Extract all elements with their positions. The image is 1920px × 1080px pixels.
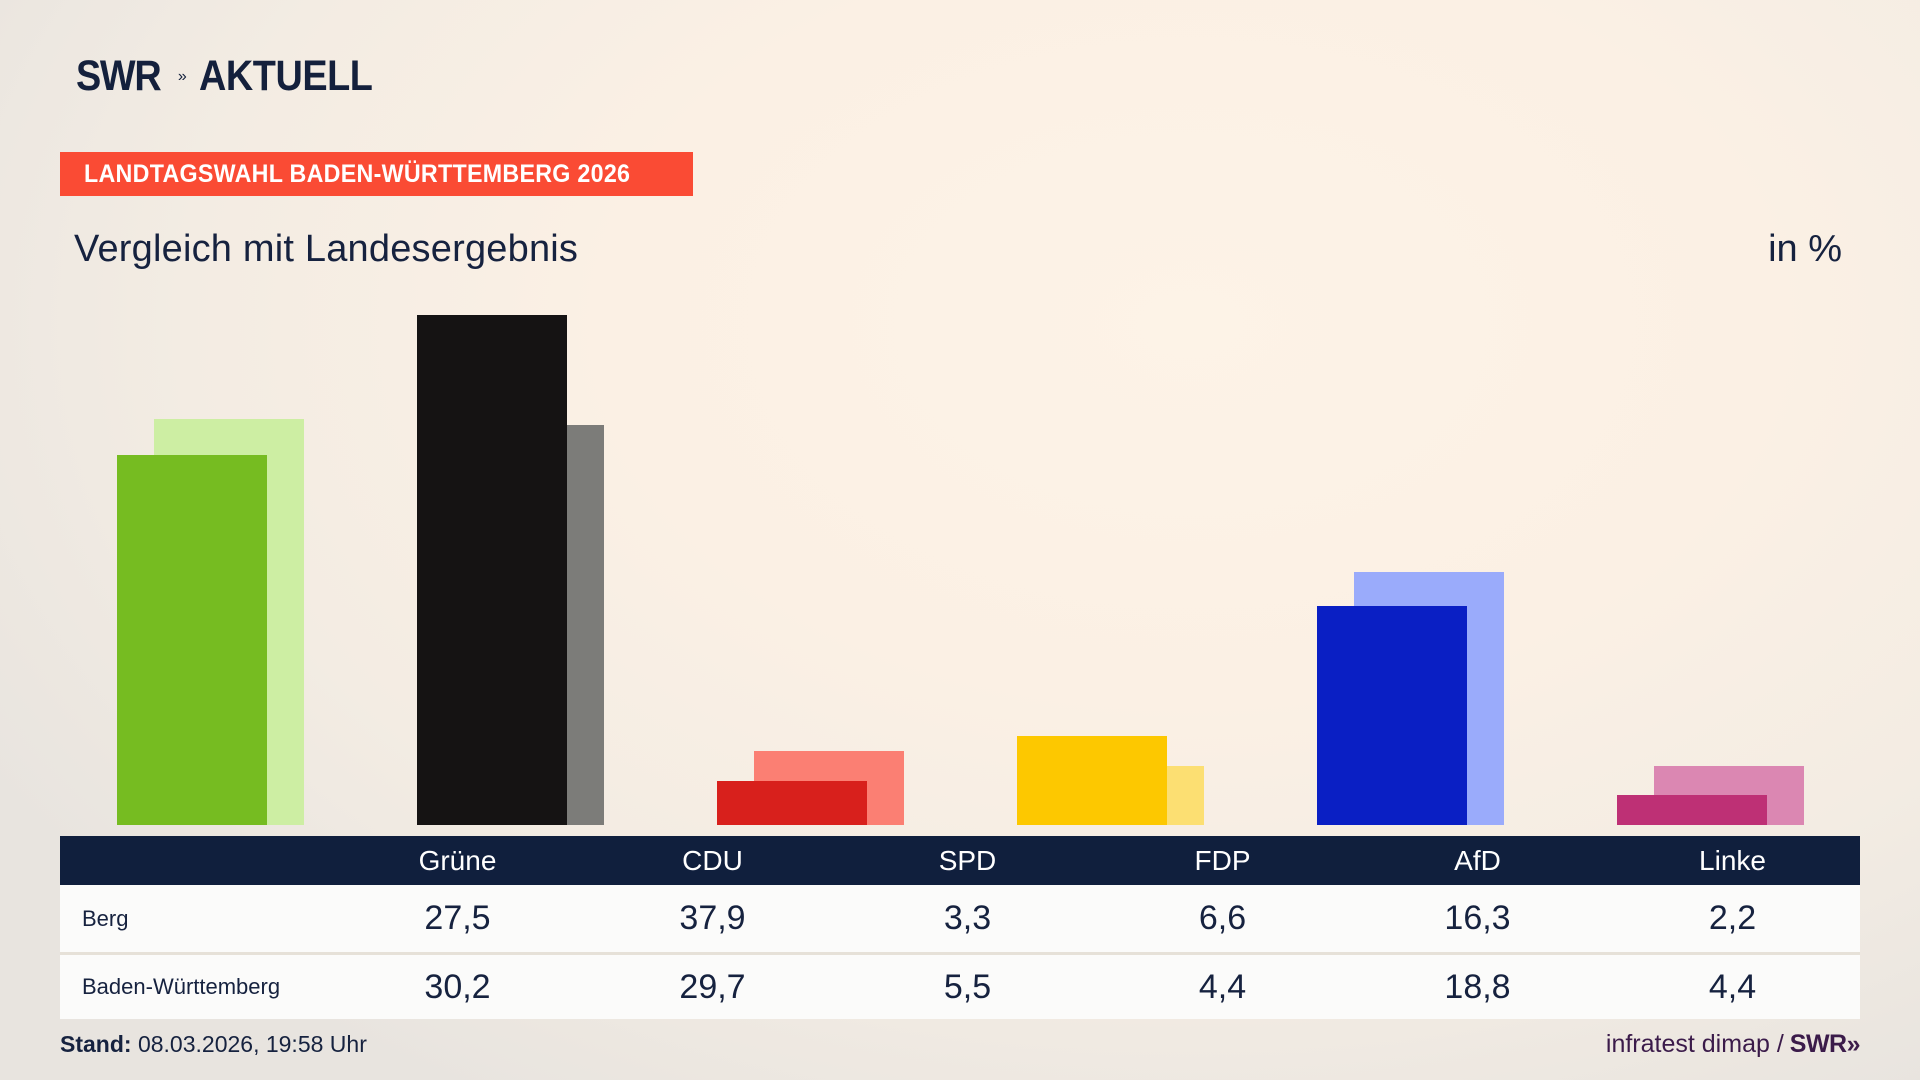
table-cell-value: 37,9 (679, 899, 746, 937)
table-header-cell-cdu: CDU (682, 844, 743, 876)
bar-local-spd (716, 780, 867, 825)
election-banner-label: LANDTAGSWAHL BADEN-WÜRTTEMBERG 2026 (84, 159, 631, 188)
bar-chart (60, 260, 1860, 825)
logo-swr-text: SWR (76, 52, 162, 100)
table-header-cell-afd: AfD (1454, 844, 1501, 876)
table-row: Baden-Württemberg 30,2 29,7 5,5 4,4 18,8 4,4 (60, 952, 1860, 1019)
page-title: Vergleich mit Landesergebnis (74, 228, 579, 270)
bar-group-linke (1560, 260, 1860, 825)
source-swr-logo: SWR» (1789, 1030, 1861, 1058)
bar-group-afd (1260, 260, 1560, 825)
bar-local-fdp (1016, 736, 1167, 825)
table-cell-value: 29,7 (679, 967, 746, 1006)
table-cell-value: 3,3 (943, 899, 992, 937)
bar-local-afd (1316, 605, 1467, 825)
source-credit: infratest dimap / SWR» (1605, 1030, 1861, 1059)
table-row-label: Berg (82, 905, 129, 931)
table-header-row: Grüne CDU SPD FDP AfD Linke (60, 836, 1860, 885)
table-cell-value: 6,6 (1198, 899, 1247, 937)
table-header-cell-linke: Linke (1699, 844, 1766, 876)
timestamp: Stand: 08.03.2026, 19:58 Uhr (60, 1031, 367, 1058)
footer: Stand: 08.03.2026, 19:58 Uhr infratest d… (60, 1030, 1861, 1059)
double-chevron-icon: » (177, 67, 187, 85)
unit-label: in % (1768, 228, 1842, 270)
bar-group-grüne (60, 260, 360, 825)
bar-local-cdu (416, 315, 567, 825)
table-body: Berg 27,5 37,9 3,3 6,6 16,3 2,2 Baden-Württembe… (60, 885, 1860, 1019)
table-header-cell-grüne: Grüne (418, 844, 497, 876)
bar-local-grüne (116, 455, 267, 825)
swr-aktuell-logo: SWR » AKTUELL (76, 52, 396, 101)
table-cell-value: 4,4 (1708, 967, 1757, 1006)
table-row-label: Baden-Württemberg (82, 974, 281, 999)
table-cell-value: 27,5 (424, 899, 491, 937)
timestamp-value: 08.03.2026, 19:58 Uhr (137, 1031, 367, 1057)
table-cell-value: 2,2 (1708, 899, 1757, 937)
source-name: infratest dimap / (1605, 1030, 1784, 1058)
bar-local-linke (1616, 795, 1767, 825)
table-row: Berg 27,5 37,9 3,3 6,6 16,3 2,2 (60, 885, 1860, 952)
table-cell-value: 18,8 (1444, 967, 1511, 1006)
table-header-cell-fdp: FDP (1194, 844, 1251, 876)
bar-group-fdp (960, 260, 1260, 825)
table-cell-value: 16,3 (1444, 899, 1511, 937)
table-header-cell-spd: SPD (938, 844, 997, 876)
bar-group-cdu (360, 260, 660, 825)
bar-group-spd (660, 260, 960, 825)
table-cell-value: 4,4 (1198, 967, 1247, 1006)
table-cell-value: 30,2 (424, 967, 491, 1006)
logo-aktuell-text: AKTUELL (198, 52, 373, 100)
timestamp-label: Stand: (60, 1031, 132, 1057)
election-banner: LANDTAGSWAHL BADEN-WÜRTTEMBERG 2026 (60, 152, 694, 196)
table-cell-value: 5,5 (943, 967, 992, 1006)
results-table: Grüne CDU SPD FDP AfD Linke Berg 27,5 37,9 3,3 6,… (60, 836, 1860, 1019)
